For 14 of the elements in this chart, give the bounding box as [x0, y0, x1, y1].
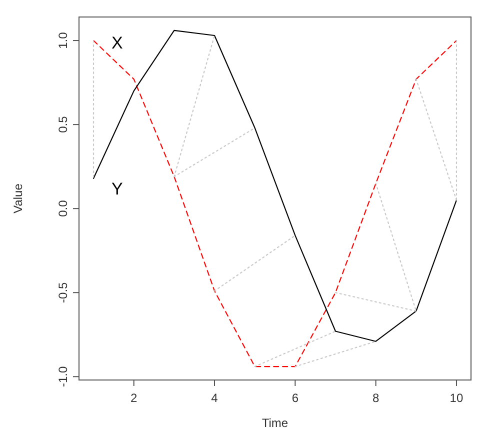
y-axis-title: Value — [11, 183, 25, 214]
series-label: Y — [112, 179, 123, 198]
y-tick-label: 1.0 — [56, 32, 70, 49]
x-tick-label: 10 — [450, 391, 464, 405]
y-tick-label: -1.0 — [56, 366, 70, 387]
x-tick-label: 4 — [211, 391, 218, 405]
x-tick-label: 8 — [372, 391, 380, 405]
y-tick-label: -0.5 — [56, 282, 70, 303]
series-label: X — [112, 34, 123, 53]
y-tick-label: 0.5 — [56, 116, 70, 133]
y-tick-label: 0.0 — [56, 200, 70, 217]
x-tick-label: 6 — [292, 391, 299, 405]
x-tick-label: 2 — [130, 391, 138, 405]
x-axis-title: Time — [262, 416, 288, 430]
